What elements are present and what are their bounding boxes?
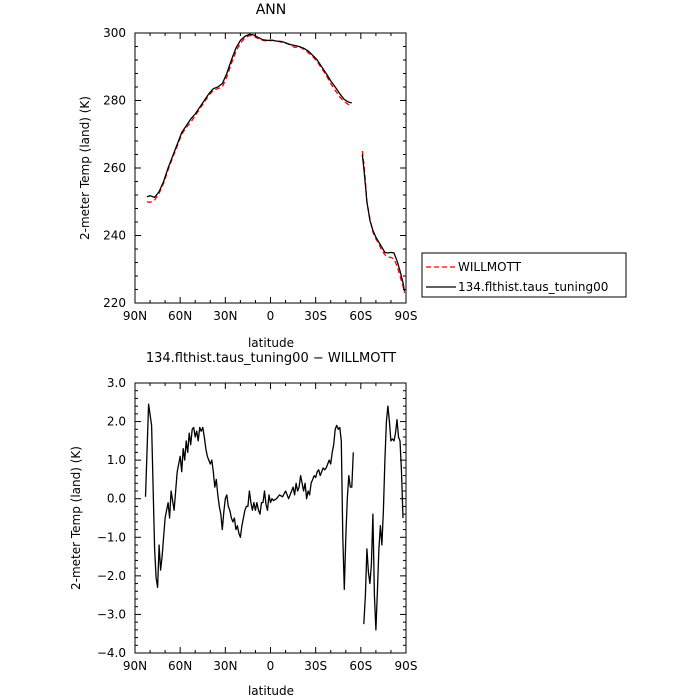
y-tick-label: 2.0 bbox=[107, 415, 126, 429]
top-chart-title: ANN bbox=[256, 2, 287, 18]
series-line-difference bbox=[363, 405, 404, 631]
x-tick-label: 30N bbox=[213, 659, 237, 673]
y-tick-label: 280 bbox=[103, 94, 126, 108]
series-line-134-flthist-taus-tuning00 bbox=[146, 33, 352, 199]
y-tick-label: −2.0 bbox=[97, 569, 126, 583]
plot-frame bbox=[134, 32, 407, 304]
legend-label-willmott: WILLMOTT bbox=[458, 260, 522, 274]
x-tick-label: 90S bbox=[395, 309, 418, 323]
y-tick-label: 3.0 bbox=[107, 376, 126, 390]
y-tick-label: −1.0 bbox=[97, 530, 126, 544]
series-line-difference bbox=[144, 403, 354, 591]
series-line-willmott bbox=[361, 151, 406, 294]
y-tick-label: 300 bbox=[103, 26, 126, 40]
x-tick-label: 0 bbox=[267, 659, 275, 673]
x-tick-label: 30S bbox=[304, 309, 327, 323]
legend-label-model: 134.flthist.taus_tuning00 bbox=[458, 280, 608, 294]
x-tick-label: 90N bbox=[123, 309, 147, 323]
y-tick-label: 240 bbox=[103, 229, 126, 243]
series-line-134-flthist-taus-tuning00 bbox=[361, 154, 406, 292]
y-tick-label: 220 bbox=[103, 296, 126, 310]
bottom-difference-panel: 134.flthist.taus_tuning00 − WILLMOTT 2-m… bbox=[69, 351, 417, 698]
legend-box bbox=[421, 252, 627, 298]
y-tick-label: −3.0 bbox=[97, 607, 126, 621]
top-temperature-panel: ANN 2-meter Temp (land) (K) latitude 90N… bbox=[78, 2, 417, 350]
x-tick-label: 90S bbox=[395, 659, 418, 673]
bottom-chart-title: 134.flthist.taus_tuning00 − WILLMOTT bbox=[146, 351, 396, 366]
x-tick-label: 90N bbox=[123, 659, 147, 673]
x-tick-label: 60N bbox=[168, 659, 192, 673]
x-tick-label: 30S bbox=[304, 659, 327, 673]
y-tick-label: 1.0 bbox=[107, 453, 126, 467]
bottom-y-axis-label: 2-meter Temp (land) (K) bbox=[69, 446, 83, 590]
plot-frame bbox=[134, 382, 407, 654]
series-line-willmott bbox=[146, 34, 351, 204]
top-plot-area: 90N 60N 30N 0 30S 60S 90S 220 240 260 280 300 bbox=[103, 26, 417, 323]
y-tick-label: 0.0 bbox=[107, 492, 126, 506]
x-tick-label: 30N bbox=[213, 309, 237, 323]
y-tick-label: 260 bbox=[103, 161, 126, 175]
top-y-axis-label: 2-meter Temp (land) (K) bbox=[78, 96, 92, 240]
x-tick-label: 60S bbox=[349, 309, 372, 323]
top-x-axis-label: latitude bbox=[248, 336, 294, 350]
x-tick-label: 60N bbox=[168, 309, 192, 323]
bottom-x-axis-label: latitude bbox=[248, 684, 294, 698]
y-tick-label: −4.0 bbox=[97, 646, 126, 660]
bottom-plot-area: 90N 60N 30N 0 30S 60S 90S −4.0 −3.0 −2.0 −1.0 0.0 1.… bbox=[97, 376, 418, 673]
x-tick-label: 60S bbox=[349, 659, 372, 673]
x-tick-label: 0 bbox=[267, 309, 275, 323]
legend: WILLMOTT 134.flthist.taus_tuning00 bbox=[421, 252, 627, 298]
